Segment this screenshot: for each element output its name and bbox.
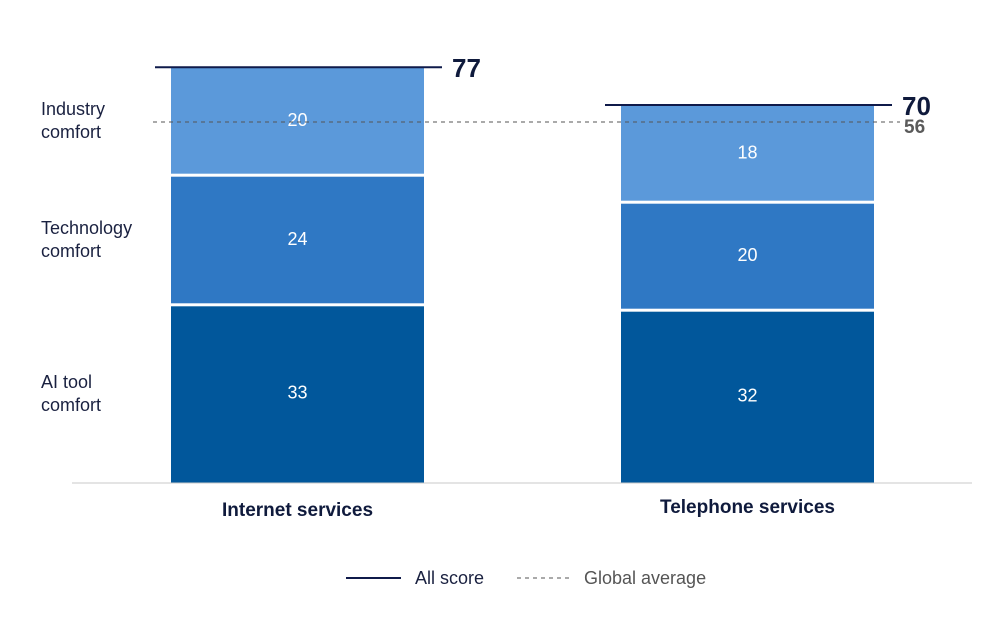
total-score-value: 70	[902, 91, 931, 121]
legend-label-all-score: All score	[415, 568, 484, 588]
global-average-value: 56	[904, 117, 925, 138]
row-label: Technology comfort	[41, 218, 132, 261]
segment-value-label: 32	[737, 385, 757, 405]
category-label: Telephone services	[660, 497, 835, 518]
bar-segment	[621, 311, 874, 483]
legend-label-global-average: Global average	[584, 568, 706, 588]
total-score-value: 77	[452, 53, 481, 83]
category-label: Internet services	[222, 500, 373, 521]
segment-value-label: 20	[737, 245, 757, 265]
category-labels: Internet services Telephone services	[222, 497, 835, 521]
segment-value-label: 24	[287, 229, 307, 249]
row-label: AI tool comfort	[41, 372, 101, 415]
global-average-line-group: 56	[153, 117, 925, 138]
bar-segment	[171, 67, 424, 174]
bar-segment	[621, 203, 874, 309]
bars: 33 24 20 32 20 18	[171, 67, 874, 483]
bar-segment	[171, 176, 424, 304]
row-label: Industry comfort	[41, 99, 105, 142]
legend: All score Global average	[346, 568, 706, 588]
row-labels: AI tool comfort Technology comfort Industry c…	[41, 99, 132, 415]
segment-value-label: 20	[287, 110, 307, 130]
bar-segment	[621, 105, 874, 201]
total-score-markers: 77 70	[155, 53, 931, 121]
segment-value-label: 33	[287, 383, 307, 403]
bar-segment	[171, 306, 424, 483]
segment-value-label: 18	[737, 142, 757, 162]
